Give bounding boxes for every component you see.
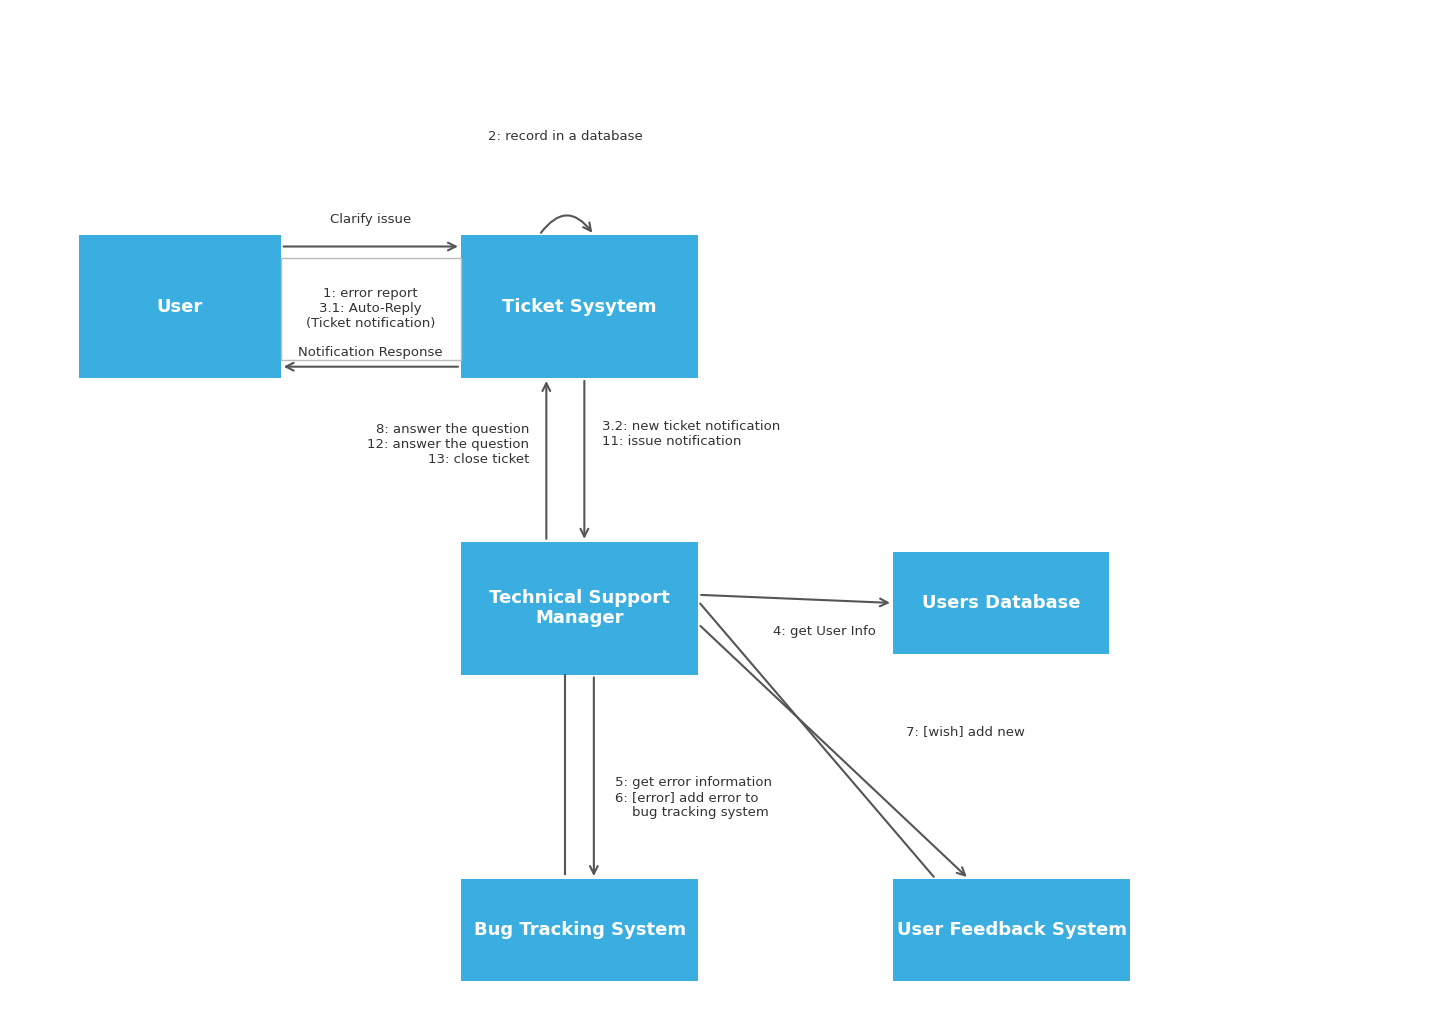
Text: 1: error report
3.1: Auto-Reply
(Ticket notification): 1: error report 3.1: Auto-Reply (Ticket … xyxy=(307,287,435,330)
FancyBboxPatch shape xyxy=(461,235,698,378)
Text: 8: answer the question
12: answer the question
13: close ticket: 8: answer the question 12: answer the qu… xyxy=(367,423,528,466)
FancyBboxPatch shape xyxy=(461,542,698,675)
Text: 7: [wish] add new: 7: [wish] add new xyxy=(906,725,1024,738)
Text: 3.2: new ticket notification
11: issue notification: 3.2: new ticket notification 11: issue n… xyxy=(602,420,780,449)
FancyBboxPatch shape xyxy=(893,879,1130,981)
FancyBboxPatch shape xyxy=(79,235,281,378)
Text: Clarify issue: Clarify issue xyxy=(330,213,412,226)
Text: Technical Support
Manager: Technical Support Manager xyxy=(490,589,670,628)
Text: Users Database: Users Database xyxy=(922,594,1080,612)
Text: 4: get User Info: 4: get User Info xyxy=(773,625,876,639)
Text: Notification Response: Notification Response xyxy=(298,345,444,359)
Text: 2: record in a database: 2: record in a database xyxy=(488,130,642,143)
FancyBboxPatch shape xyxy=(461,879,698,981)
FancyBboxPatch shape xyxy=(893,552,1109,654)
Text: Bug Tracking System: Bug Tracking System xyxy=(474,921,685,939)
Text: Ticket Sysytem: Ticket Sysytem xyxy=(503,297,657,316)
FancyBboxPatch shape xyxy=(281,258,461,360)
Text: User: User xyxy=(157,297,203,316)
Text: 5: get error information
6: [error] add error to
    bug tracking system: 5: get error information 6: [error] add … xyxy=(615,776,772,819)
Text: User Feedback System: User Feedback System xyxy=(897,921,1126,939)
